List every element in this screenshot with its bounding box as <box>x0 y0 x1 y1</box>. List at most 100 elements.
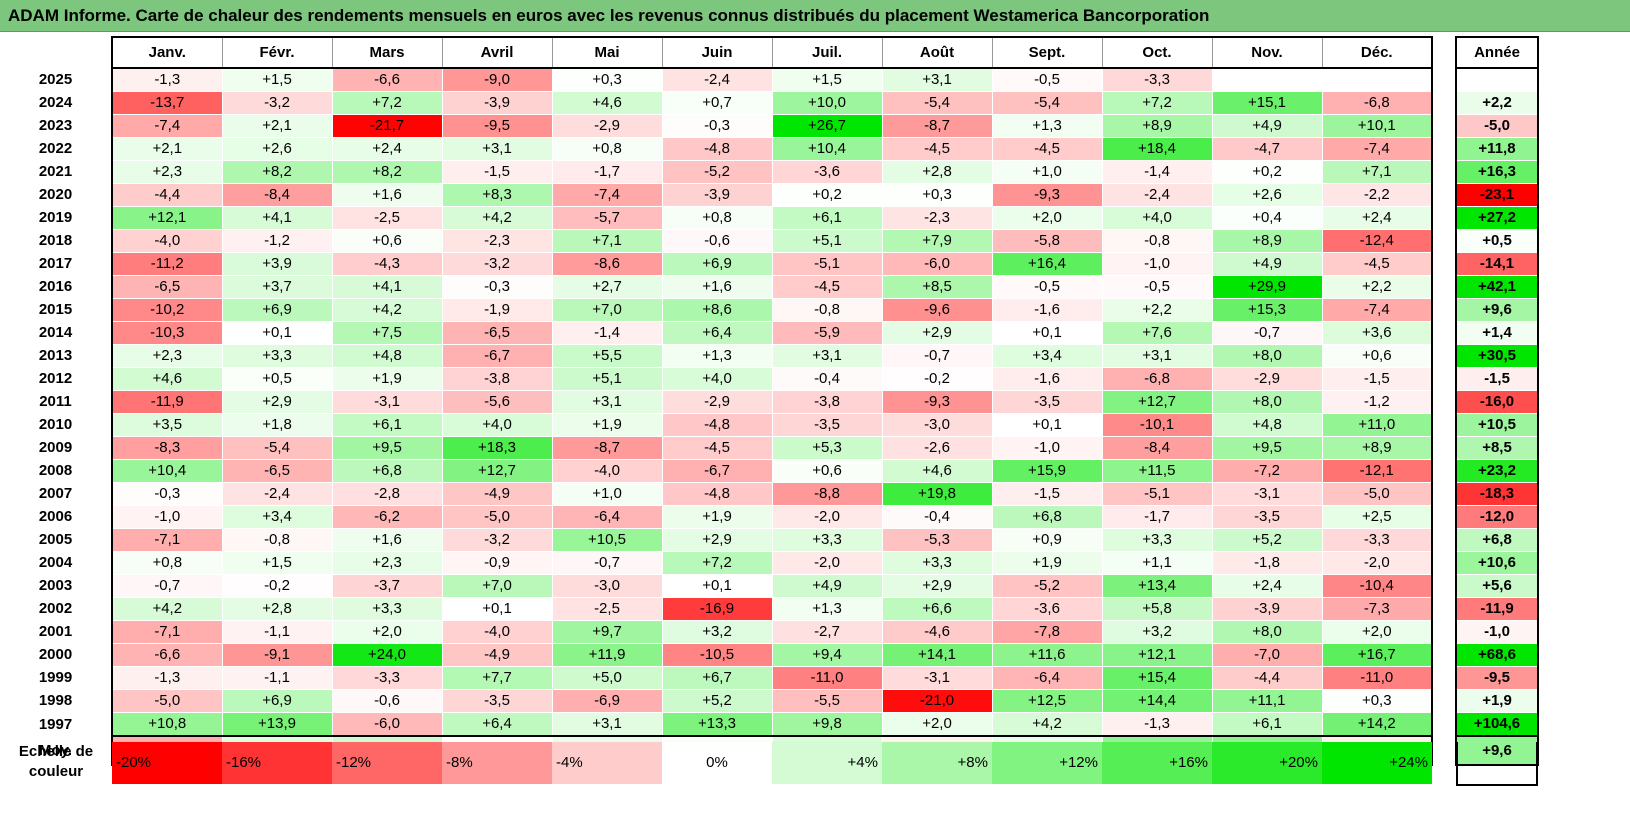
heatmap-cell: -11,0 <box>772 666 883 690</box>
year-label: 2009 <box>0 436 112 460</box>
heatmap-cell: -0,7 <box>552 551 663 575</box>
heatmap-cell: +11,9 <box>552 643 663 667</box>
heatmap-cell: -7,3 <box>1322 597 1433 621</box>
heatmap-row: 2022 +2,1 +2,6 +2,4 +3,1 +0,8 -4,8 +10,4 -4,5 -4,… <box>0 137 1539 161</box>
heatmap-cell: -2,4 <box>662 68 773 92</box>
heatmap-cell: +8,0 <box>1212 620 1323 644</box>
heatmap-cell: +4,2 <box>111 597 223 621</box>
heatmap-cell: +0,6 <box>772 459 883 483</box>
heatmap-cell: +2,6 <box>1212 183 1323 207</box>
heatmap-cell: -3,5 <box>992 390 1103 414</box>
heatmap-cell: -3,2 <box>222 91 333 115</box>
heatmap-cell: +5,3 <box>772 436 883 460</box>
heatmap-row: 2020 -4,4 -8,4 +1,6 +8,3 -7,4 -3,9 +0,2 +0,3 -9,3… <box>0 183 1539 207</box>
heatmap-cell: -2,3 <box>442 229 553 253</box>
heatmap-cell: +6,1 <box>1212 712 1323 737</box>
heatmap-cell: +2,1 <box>222 114 333 138</box>
heatmap-row: 2001 -7,1 -1,1 +2,0 -4,0 +9,7 +3,2 -2,7 -4,6 -7,8… <box>0 620 1539 644</box>
heatmap-cell: +3,4 <box>222 505 333 529</box>
heatmap-cell: +2,4 <box>332 137 443 161</box>
heatmap-cell: +26,7 <box>772 114 883 138</box>
year-label: 2018 <box>0 229 112 253</box>
column-header-9: Sept. <box>991 36 1103 69</box>
heatmap-cell: +10,0 <box>772 91 883 115</box>
heatmap-cell: +7,0 <box>442 574 553 598</box>
heatmap-cell: -3,5 <box>442 689 553 713</box>
heatmap-cell: -0,2 <box>222 574 333 598</box>
heatmap-cell: +2,8 <box>222 597 333 621</box>
heatmap-cell: +13,9 <box>222 712 333 737</box>
heatmap-cell: -1,5 <box>992 482 1103 506</box>
heatmap-cell: -7,0 <box>1212 643 1323 667</box>
heatmap-cell: -5,2 <box>662 160 773 184</box>
heatmap-cell: +0,2 <box>1212 160 1323 184</box>
gap-cell <box>1432 137 1456 161</box>
annual-cell: +8,5 <box>1455 436 1539 460</box>
annual-cell: -1,0 <box>1455 620 1539 644</box>
heatmap-cell: -5,2 <box>992 574 1103 598</box>
heatmap-cell: +0,1 <box>992 413 1103 437</box>
heatmap-cell: +4,8 <box>1212 413 1323 437</box>
heatmap-cell: -0,3 <box>662 114 773 138</box>
gap-cell <box>1432 459 1456 483</box>
heatmap-cell: +4,0 <box>662 367 773 391</box>
heatmap-cell: -0,3 <box>442 275 553 299</box>
heatmap-cell: +4,1 <box>222 206 333 230</box>
heatmap-cell: +5,0 <box>552 666 663 690</box>
heatmap-cell: -0,6 <box>332 689 443 713</box>
heatmap-cell: +7,9 <box>882 229 993 253</box>
gap-cell <box>1432 183 1456 207</box>
heatmap-cell: -2,5 <box>332 206 443 230</box>
header-row: Janv. Févr. Mars Avril Mai Juin Juil. Août Sept.… <box>0 36 1539 69</box>
heatmap-cell: +1,6 <box>332 183 443 207</box>
heatmap-cell: -8,4 <box>1102 436 1213 460</box>
heatmap-cell: -6,2 <box>332 505 443 529</box>
heatmap-cell: +1,3 <box>662 344 773 368</box>
heatmap-cell: -0,4 <box>882 505 993 529</box>
gap-cell <box>1432 390 1456 414</box>
heatmap-cell: +8,0 <box>1212 390 1323 414</box>
heatmap-cell: -6,7 <box>662 459 773 483</box>
heatmap-cell: -13,7 <box>111 91 223 115</box>
heatmap-row: 2023 -7,4 +2,1 -21,7 -9,5 -2,9 -0,3 +26,7 -8,7 +1… <box>0 114 1539 138</box>
heatmap-cell: +15,3 <box>1212 298 1323 322</box>
heatmap-cell: -5,4 <box>992 91 1103 115</box>
heatmap-cell: +18,4 <box>1102 137 1213 161</box>
heatmap-cell: +8,3 <box>442 183 553 207</box>
heatmap-cell: -4,9 <box>442 482 553 506</box>
annual-cell: +5,6 <box>1455 574 1539 598</box>
heatmap-cell: -5,3 <box>882 528 993 552</box>
heatmap-cell: -1,0 <box>1102 252 1213 276</box>
year-label: 2021 <box>0 160 112 184</box>
heatmap-cell: +0,1 <box>662 574 773 598</box>
heatmap-cell: +1,1 <box>1102 551 1213 575</box>
heatmap-cell: +10,4 <box>111 459 223 483</box>
heatmap-cell: +7,1 <box>552 229 663 253</box>
heatmap-cell: -0,5 <box>992 275 1103 299</box>
column-header-1: Janv. <box>111 36 223 69</box>
heatmap-cell: -3,6 <box>992 597 1103 621</box>
heatmap-cell: +5,1 <box>772 229 883 253</box>
annual-cell: +10,5 <box>1455 413 1539 437</box>
heatmap-cell: +3,1 <box>552 712 663 737</box>
heatmap-cell: -2,8 <box>332 482 443 506</box>
heatmap-cell: -4,9 <box>442 643 553 667</box>
heatmap-cell: +3,1 <box>772 344 883 368</box>
heatmap-cell: +7,6 <box>1102 321 1213 345</box>
heatmap-row: 2000 -6,6 -9,1 +24,0 -4,9 +11,9 -10,5 +9,4 +14,1… <box>0 643 1539 667</box>
heatmap-cell: +15,4 <box>1102 666 1213 690</box>
year-label: 2024 <box>0 91 112 115</box>
color-scale: Echelle de couleur -20% -16% -12% -8% -4% 0% +… <box>0 742 1630 786</box>
heatmap-cell: -4,5 <box>882 137 993 161</box>
heatmap-cell: +2,4 <box>1322 206 1433 230</box>
heatmap-cell: +4,6 <box>111 367 223 391</box>
annual-cell: +104,6 <box>1455 712 1539 737</box>
heatmap-cell: +3,6 <box>1322 321 1433 345</box>
heatmap-cell: -11,2 <box>111 252 223 276</box>
annual-cell: -11,9 <box>1455 597 1539 621</box>
heatmap-cell: +8,5 <box>882 275 993 299</box>
heatmap-cell: +0,8 <box>552 137 663 161</box>
heatmap-cell: +3,3 <box>1102 528 1213 552</box>
heatmap-cell: -1,0 <box>111 505 223 529</box>
annual-cell: +6,8 <box>1455 528 1539 552</box>
